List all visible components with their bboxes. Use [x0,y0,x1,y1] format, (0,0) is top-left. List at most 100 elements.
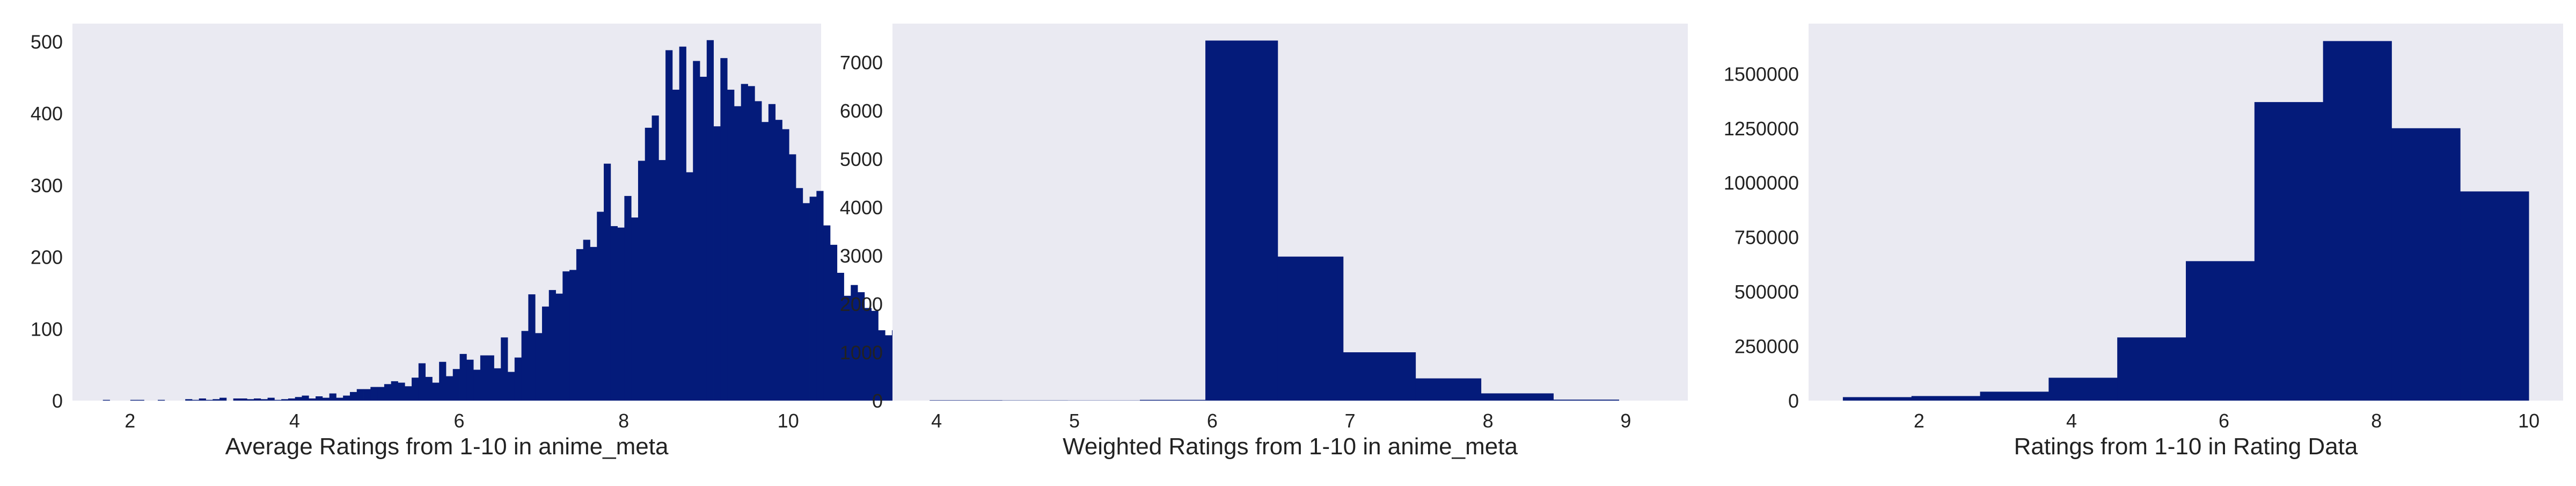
bar-p2-6 [1343,352,1416,401]
bar-p1-37 [357,389,364,401]
x-tick-label: 2 [1914,410,1924,432]
bar-p1-67 [562,271,569,401]
bar-p1-100 [789,154,796,401]
x-tick-label: 10 [778,410,799,432]
bar-p1-42 [391,381,398,401]
bar-p1-56 [487,356,494,401]
bar-p1-44 [405,386,412,401]
bar-p1-103 [810,197,817,401]
y-tick-label: 400 [31,103,63,125]
y-tick-label: 4000 [840,197,883,219]
bar-p1-81 [658,160,665,401]
bar-p1-55 [480,356,487,401]
bar-p1-102 [803,203,810,401]
bar-p1-19 [233,398,240,401]
bar-p1-83 [672,90,679,401]
bar-p1-91 [727,90,734,401]
bar-p1-8 [158,400,165,401]
y-tick-label: 7000 [840,52,883,74]
y-tick-label: 1250000 [1724,118,1799,140]
bar-p3-5 [2186,261,2255,401]
x-axis-label: Weighted Ratings from 1-10 in anime_meta [1063,433,1518,460]
y-tick-label: 5000 [840,148,883,170]
bar-p1-14 [199,398,206,401]
x-tick-label: 8 [618,410,629,432]
bar-p1-65 [549,290,556,401]
bar-p1-35 [343,396,350,401]
bar-p1-85 [686,172,693,401]
y-tick-label: 0 [52,390,63,412]
bar-p1-69 [576,249,583,401]
bar-p2-7 [1416,379,1481,401]
y-tick-label: 750000 [1735,227,1799,249]
bar-p1-4 [130,400,137,401]
bar-p1-94 [748,86,755,401]
y-tick-label: 1000000 [1724,172,1799,194]
bar-p1-20 [240,398,247,401]
bar-p1-30 [309,398,316,401]
bar-p1-87 [700,77,707,401]
bar-p1-70 [583,240,590,401]
y-tick-label: 500 [31,31,63,53]
bar-p1-105 [823,226,830,401]
bar-p1-84 [679,47,686,401]
bar-p1-27 [288,398,295,401]
y-tick-label: 0 [872,390,883,412]
bar-p1-22 [254,398,261,401]
bar-p3-1 [1912,396,1980,401]
bar-p3-3 [2048,378,2117,401]
bar-p1-24 [268,398,275,401]
bar-p1-90 [720,58,727,401]
bar-p2-5 [1278,257,1343,401]
bar-p1-51 [453,369,460,401]
x-axis-label: Ratings from 1-10 in Rating Data [2014,433,2358,460]
bar-p1-43 [398,383,405,401]
bar-p1-97 [769,104,775,401]
bar-p1-78 [638,161,645,401]
y-tick-label: 6000 [840,100,883,122]
bar-p1-54 [473,370,480,401]
bar-p1-79 [645,128,652,401]
bar-p1-71 [590,247,597,401]
bar-p1-64 [542,307,549,401]
bar-p1-16 [213,399,219,401]
bar-p1-15 [206,400,213,401]
bar-p1-93 [741,84,748,401]
bar-p1-73 [604,164,611,401]
bar-p1-99 [782,129,789,401]
bar-p3-6 [2255,102,2323,401]
x-tick-label: 8 [2371,410,2382,432]
bar-p1-104 [816,191,823,401]
bar-p1-92 [734,106,741,401]
bar-p1-33 [330,394,336,401]
bar-p1-59 [508,372,515,401]
y-tick-label: 1500000 [1724,63,1799,85]
bar-p1-39 [370,387,377,401]
bar-p2-8 [1481,394,1554,401]
bar-p1-47 [426,377,433,401]
bar-p1-82 [665,50,672,401]
y-tick-label: 0 [1788,390,1799,412]
x-tick-label: 6 [2219,410,2229,432]
bar-p3-7 [2323,41,2392,401]
bar-p2-9 [1554,400,1619,401]
bar-p3-2 [1980,391,2049,401]
bar-p3-0 [1843,397,1912,401]
bar-p1-106 [830,245,837,401]
bar-p1-32 [323,398,330,401]
bar-p1-46 [419,363,426,401]
bar-p1-13 [192,400,199,401]
bar-p1-101 [796,188,803,401]
bar-p1-12 [185,399,192,401]
bar-p1-107 [837,273,844,401]
x-tick-label: 10 [2518,410,2540,432]
bar-p1-98 [775,120,782,401]
x-tick-label: 8 [1483,410,1494,432]
x-tick-label: 2 [125,410,135,432]
bar-p1-29 [302,396,309,401]
bar-p1-21 [247,399,254,401]
x-tick-label: 4 [289,410,300,432]
bar-p1-53 [466,360,473,401]
bar-p1-77 [631,217,638,401]
